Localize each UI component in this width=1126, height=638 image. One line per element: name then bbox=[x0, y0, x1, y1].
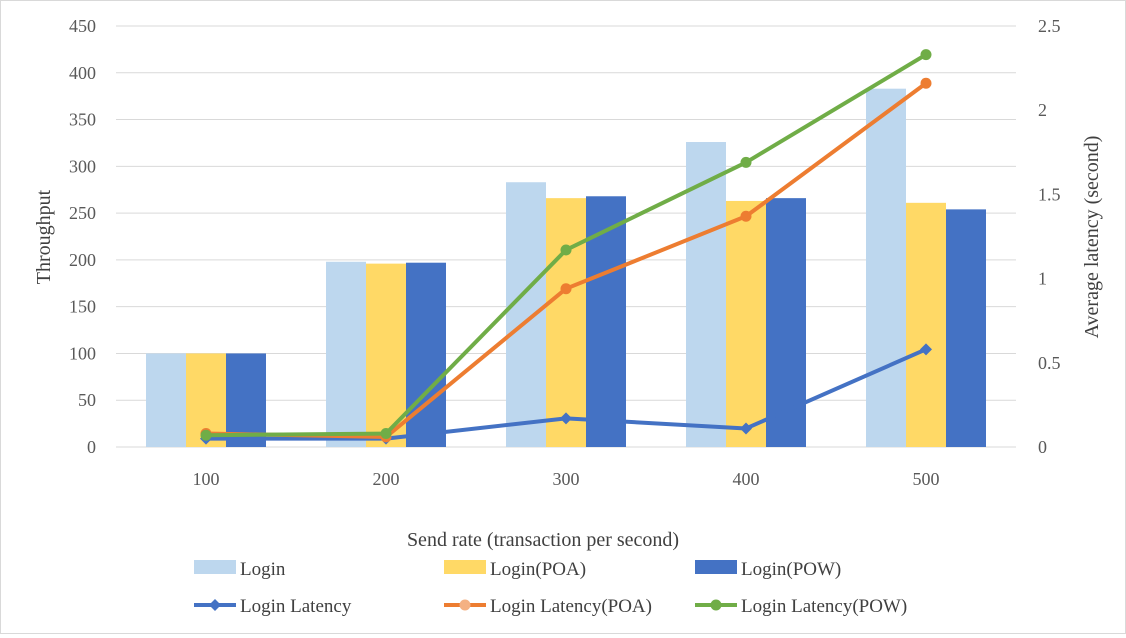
bar-login-poa- bbox=[366, 263, 406, 447]
bar-login bbox=[686, 142, 726, 447]
x-tick-label: 100 bbox=[193, 469, 220, 489]
bar-login bbox=[146, 353, 186, 447]
point-login-latency bbox=[560, 412, 572, 425]
bar-login-pow- bbox=[586, 196, 626, 447]
y2-tick-label: 1 bbox=[1038, 269, 1047, 289]
bar-login-pow- bbox=[406, 262, 446, 447]
legend-label-login-poa: Login(POA) bbox=[490, 559, 586, 580]
bar-login-poa- bbox=[906, 202, 946, 447]
legend-swatch-login-pow bbox=[695, 560, 737, 574]
bar-login bbox=[506, 182, 546, 447]
legend-label-login-latency: Login Latency bbox=[240, 596, 352, 617]
bar-login-poa- bbox=[546, 198, 586, 447]
point-login-latency-pow bbox=[560, 244, 572, 256]
y2-tick-label: 0.5 bbox=[1038, 353, 1061, 373]
x-axis-title: Send rate (transaction per second) bbox=[407, 529, 679, 551]
point-login-latency-poa bbox=[920, 77, 932, 89]
legend-swatch-login-poa bbox=[444, 560, 486, 574]
x-tick-label: 400 bbox=[733, 469, 760, 489]
bar-series bbox=[146, 88, 986, 447]
legend-label-login-latency-poa: Login Latency(POA) bbox=[490, 596, 652, 617]
y-tick-label: 150 bbox=[69, 297, 96, 317]
legend-marker-login-latency-poa bbox=[459, 599, 471, 611]
point-login-latency-pow bbox=[740, 156, 752, 168]
y-tick-label: 50 bbox=[78, 390, 96, 410]
y2-tick-label: 2 bbox=[1038, 100, 1047, 120]
y2-tick-label: 1.5 bbox=[1038, 184, 1061, 204]
y2-axis-title: Average latency (second) bbox=[1081, 136, 1103, 339]
x-tick-label: 200 bbox=[373, 469, 400, 489]
bar-login-poa- bbox=[726, 200, 766, 447]
y2-tick-label: 0 bbox=[1038, 437, 1047, 457]
point-login-latency-poa bbox=[560, 283, 572, 295]
legend-label-login-pow: Login(POW) bbox=[741, 559, 841, 580]
x-tick-label: 300 bbox=[553, 469, 580, 489]
bar-login-pow- bbox=[946, 209, 986, 447]
y-axis-ticks: 0 50 100 150 200 250 300 350 400 450 bbox=[69, 16, 96, 457]
y-tick-label: 0 bbox=[87, 437, 96, 457]
legend-label-login: Login bbox=[240, 559, 286, 580]
x-axis-ticks: 100 200 300 400 500 bbox=[193, 469, 940, 489]
legend-marker-login-latency bbox=[209, 599, 221, 611]
line-series bbox=[200, 49, 932, 445]
y-tick-label: 100 bbox=[69, 343, 96, 363]
point-login-latency bbox=[740, 422, 752, 435]
point-login-latency bbox=[920, 343, 932, 356]
y-tick-label: 350 bbox=[69, 110, 96, 130]
point-login-latency-pow bbox=[380, 428, 392, 440]
y-tick-label: 300 bbox=[69, 156, 96, 176]
point-login-latency-pow bbox=[920, 49, 932, 61]
legend-label-login-latency-pow: Login Latency(POW) bbox=[741, 596, 907, 617]
y2-tick-label: 2.5 bbox=[1038, 16, 1061, 36]
y-tick-label: 450 bbox=[69, 16, 96, 36]
y2-axis-ticks: 0 0.5 1 1.5 2 2.5 bbox=[1038, 16, 1061, 457]
y-tick-label: 400 bbox=[69, 63, 96, 83]
bar-login bbox=[866, 88, 906, 447]
x-tick-label: 500 bbox=[913, 469, 940, 489]
y-axis-title: Throughput bbox=[33, 189, 55, 284]
point-login-latency-pow bbox=[200, 429, 212, 441]
bar-login bbox=[326, 261, 366, 447]
legend-swatch-login bbox=[194, 560, 236, 574]
y-tick-label: 200 bbox=[69, 250, 96, 270]
legend: Login Login(POA) Login(POW) Login Latency Lo… bbox=[194, 559, 907, 617]
bar-login-pow- bbox=[226, 353, 266, 447]
legend-marker-login-latency-pow bbox=[710, 599, 722, 611]
y-tick-label: 250 bbox=[69, 203, 96, 223]
point-login-latency-poa bbox=[740, 210, 752, 222]
